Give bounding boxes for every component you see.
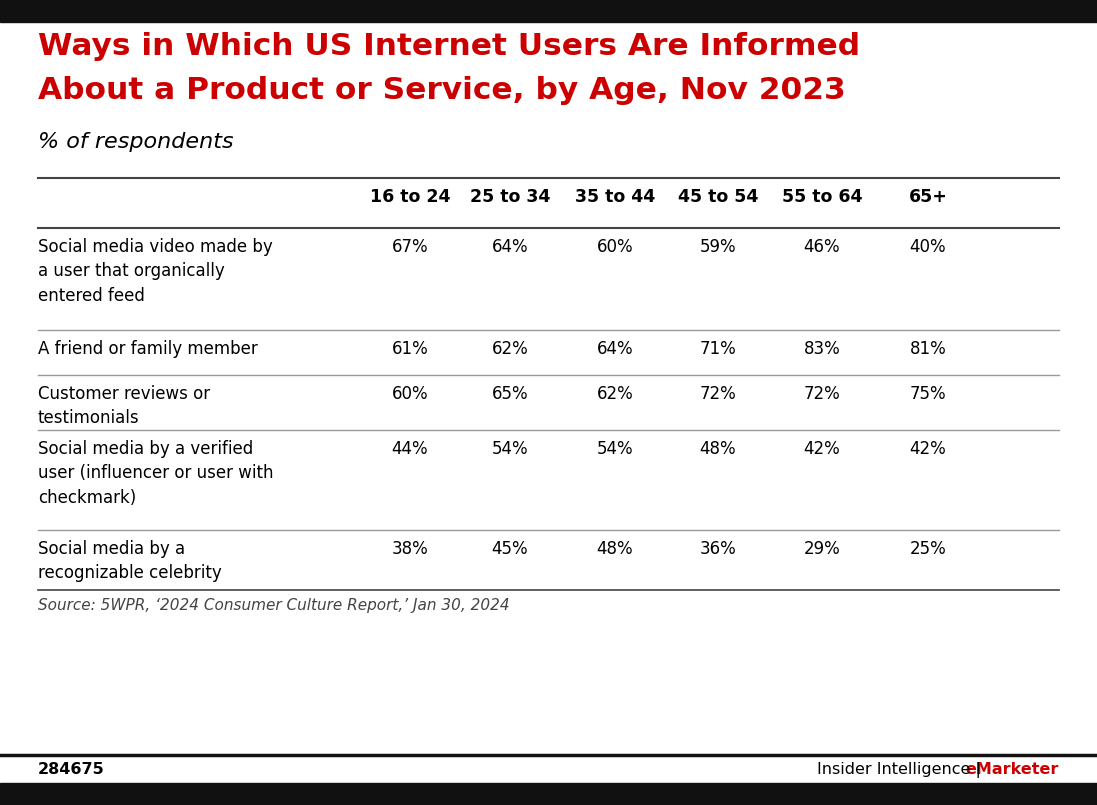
Text: 35 to 44: 35 to 44 — [575, 188, 655, 206]
Text: 25 to 34: 25 to 34 — [470, 188, 551, 206]
Text: Customer reviews or
testimonials: Customer reviews or testimonials — [38, 385, 211, 427]
Text: 36%: 36% — [700, 540, 736, 558]
Text: 48%: 48% — [700, 440, 736, 458]
Text: 29%: 29% — [804, 540, 840, 558]
Text: Social media by a
recognizable celebrity: Social media by a recognizable celebrity — [38, 540, 222, 582]
Text: 45 to 54: 45 to 54 — [678, 188, 758, 206]
Text: 40%: 40% — [909, 238, 947, 256]
Text: 61%: 61% — [392, 340, 428, 358]
Text: 72%: 72% — [804, 385, 840, 403]
Text: Source: 5WPR, ‘2024 Consumer Culture Report,’ Jan 30, 2024: Source: 5WPR, ‘2024 Consumer Culture Rep… — [38, 598, 510, 613]
Text: 46%: 46% — [804, 238, 840, 256]
Bar — [0, 783, 1097, 805]
Text: 65+: 65+ — [908, 188, 948, 206]
Text: 75%: 75% — [909, 385, 947, 403]
Text: eMarketer: eMarketer — [965, 762, 1059, 777]
Text: 42%: 42% — [804, 440, 840, 458]
Text: 60%: 60% — [392, 385, 428, 403]
Text: 44%: 44% — [392, 440, 428, 458]
Text: 83%: 83% — [804, 340, 840, 358]
Text: 25%: 25% — [909, 540, 947, 558]
Text: 62%: 62% — [491, 340, 529, 358]
Text: 62%: 62% — [597, 385, 633, 403]
Text: 16 to 24: 16 to 24 — [370, 188, 450, 206]
Text: 64%: 64% — [597, 340, 633, 358]
Text: 72%: 72% — [700, 385, 736, 403]
Text: 38%: 38% — [392, 540, 428, 558]
Text: 71%: 71% — [700, 340, 736, 358]
Text: Social media by a verified
user (influencer or user with
checkmark): Social media by a verified user (influen… — [38, 440, 273, 506]
Text: % of respondents: % of respondents — [38, 132, 234, 152]
Text: Social media video made by
a user that organically
entered feed: Social media video made by a user that o… — [38, 238, 273, 304]
Text: 81%: 81% — [909, 340, 947, 358]
Text: 284675: 284675 — [38, 762, 104, 777]
Text: A friend or family member: A friend or family member — [38, 340, 258, 358]
Bar — [0, 0, 1097, 22]
Text: 59%: 59% — [700, 238, 736, 256]
Text: 54%: 54% — [491, 440, 529, 458]
Text: 54%: 54% — [597, 440, 633, 458]
Text: 45%: 45% — [491, 540, 529, 558]
Text: 42%: 42% — [909, 440, 947, 458]
Text: 48%: 48% — [597, 540, 633, 558]
Text: Ways in Which US Internet Users Are Informed: Ways in Which US Internet Users Are Info… — [38, 32, 860, 61]
Text: 67%: 67% — [392, 238, 428, 256]
Text: Insider Intelligence |: Insider Intelligence | — [817, 762, 986, 778]
Text: About a Product or Service, by Age, Nov 2023: About a Product or Service, by Age, Nov … — [38, 76, 846, 105]
Text: 65%: 65% — [491, 385, 529, 403]
Text: 55 to 64: 55 to 64 — [782, 188, 862, 206]
Text: 60%: 60% — [597, 238, 633, 256]
Text: 64%: 64% — [491, 238, 529, 256]
